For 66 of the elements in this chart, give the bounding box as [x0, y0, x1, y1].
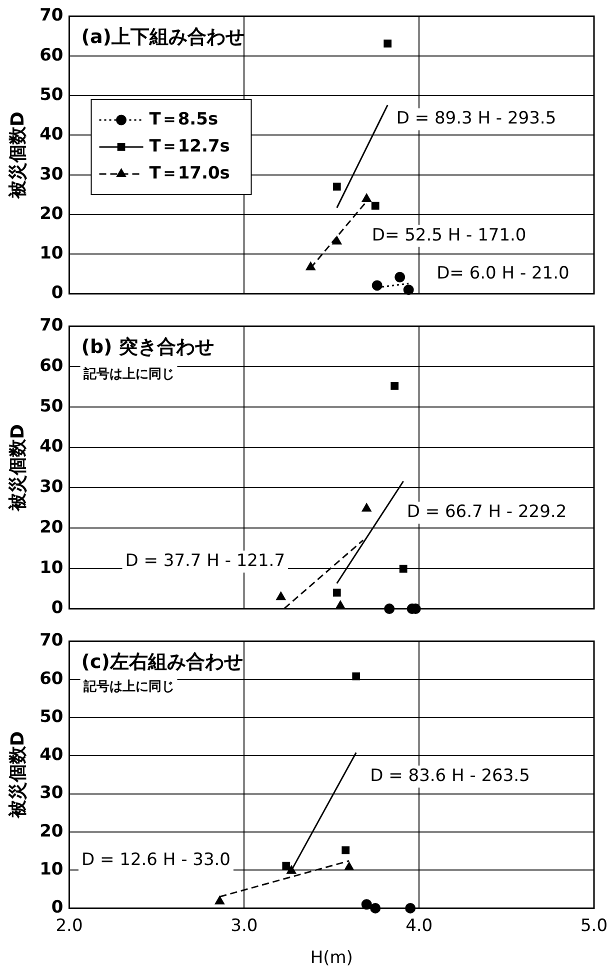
- y-tick-label: 20: [40, 517, 64, 538]
- y-tick-label: 60: [40, 356, 64, 376]
- y-tick-label: 30: [40, 477, 64, 498]
- point: [332, 588, 341, 597]
- annotation: D = 37.7 H - 121.7: [125, 550, 286, 571]
- point: [362, 503, 372, 512]
- y-tick-label: 70: [40, 316, 64, 336]
- legend-label: T＝8.5s: [149, 109, 218, 130]
- x-tick-label: 2.0: [56, 916, 83, 936]
- point: [332, 236, 342, 244]
- point: [399, 564, 408, 573]
- point: [286, 866, 296, 874]
- point: [371, 202, 380, 210]
- text: (c)左右組み合わせ: [81, 651, 243, 674]
- point: [390, 382, 399, 390]
- x-tick-label: 5.0: [580, 916, 608, 936]
- point: [344, 862, 354, 870]
- y-tick-label: 30: [40, 783, 64, 804]
- text: (a)上下組み合わせ: [81, 26, 244, 48]
- point: [362, 194, 372, 202]
- annotation: D = 83.6 H - 263.5: [370, 766, 530, 786]
- annotation: 記号は上に同じ: [82, 678, 174, 694]
- y-tick-label: 50: [40, 706, 64, 727]
- y-axis-title: 被災個数D: [7, 112, 28, 200]
- y-tick-label: 0: [51, 283, 64, 304]
- annotation: 記号は上に同じ: [82, 366, 174, 382]
- y-tick-label: 10: [40, 859, 64, 880]
- y-tick-label: 40: [40, 745, 64, 766]
- annotation: D = 66.7 H - 229.2: [406, 502, 567, 522]
- annotation: D= 6.0 H - 21.0: [436, 263, 570, 284]
- point: [306, 262, 316, 270]
- y-tick-label: 60: [40, 668, 64, 689]
- y-tick-label: 0: [51, 598, 64, 618]
- y-tick-label: 10: [40, 244, 64, 264]
- point: [332, 182, 341, 191]
- y-tick-label: 60: [40, 45, 64, 66]
- y-tick-label: 70: [40, 6, 64, 26]
- y-tick-label: 70: [40, 630, 64, 651]
- y-axis-title: 被災個数D: [7, 731, 28, 820]
- point: [342, 846, 350, 854]
- x-axis-title: H(m): [310, 948, 353, 968]
- point: [352, 672, 360, 680]
- point: [276, 592, 286, 600]
- legend-label: T＝12.7s: [149, 136, 230, 156]
- point: [282, 862, 290, 870]
- y-tick-label: 30: [40, 164, 64, 184]
- annotation: D = 89.3 H - 293.5: [396, 108, 556, 129]
- y-tick-label: 50: [40, 396, 64, 416]
- annotation: D = 12.6 H - 33.0: [82, 850, 230, 870]
- y-axis-title: 被災個数D: [7, 424, 28, 512]
- x-tick-label: 3.0: [230, 916, 258, 936]
- y-tick-label: 40: [40, 436, 64, 457]
- y-tick-label: 10: [40, 558, 64, 578]
- text: (b) 突き合わせ: [81, 336, 214, 358]
- point: [372, 280, 382, 291]
- y-tick-label: 20: [40, 204, 64, 224]
- legend-label: T＝17.0s: [149, 163, 230, 184]
- x-tick-label: 4.0: [406, 916, 433, 936]
- y-tick-label: 40: [40, 124, 64, 145]
- y-tick-label: 50: [40, 84, 64, 105]
- point: [384, 40, 392, 48]
- annotation: D= 52.5 H - 171.0: [372, 225, 526, 246]
- point: [215, 896, 224, 904]
- y-tick-label: 20: [40, 821, 64, 842]
- y-tick-label: 0: [51, 898, 64, 918]
- point: [394, 272, 406, 282]
